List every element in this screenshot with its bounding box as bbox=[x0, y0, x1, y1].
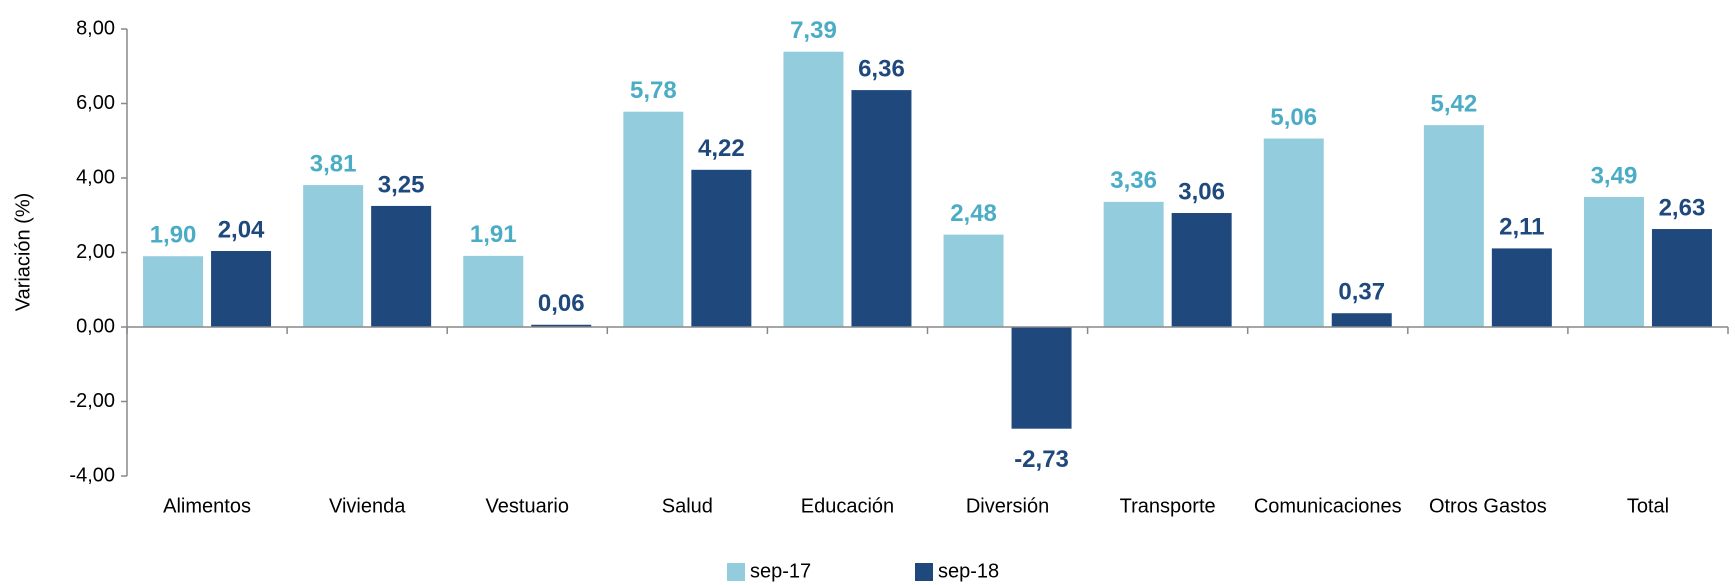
y-tick-label: 8,00 bbox=[76, 17, 115, 39]
x-tick-label: Vestuario bbox=[486, 495, 569, 517]
y-tick-label: 6,00 bbox=[76, 92, 115, 114]
bar bbox=[783, 51, 844, 327]
value-label: 3,36 bbox=[1110, 167, 1157, 194]
legend-label: sep-17 bbox=[750, 560, 811, 582]
bar bbox=[1103, 201, 1164, 327]
y-tick-label: -4,00 bbox=[69, 464, 115, 486]
bar bbox=[463, 255, 524, 327]
value-label: 1,90 bbox=[150, 222, 197, 249]
value-label: 0,37 bbox=[1338, 279, 1385, 306]
bar bbox=[1583, 196, 1644, 327]
legend-label: sep-18 bbox=[938, 560, 999, 582]
x-tick-label: Comunicaciones bbox=[1254, 495, 1402, 517]
value-label: 2,11 bbox=[1499, 214, 1544, 241]
value-label: 2,48 bbox=[950, 200, 997, 227]
value-label: 5,06 bbox=[1270, 104, 1317, 131]
x-tick-label: Otros Gastos bbox=[1429, 495, 1547, 517]
legend-swatch bbox=[727, 563, 745, 581]
bar bbox=[943, 234, 1004, 327]
value-label: 7,39 bbox=[790, 17, 837, 44]
value-label: 6,36 bbox=[858, 55, 905, 82]
bar bbox=[531, 324, 592, 327]
x-tick-label: Diversión bbox=[966, 495, 1049, 517]
value-label: 1,91 bbox=[470, 221, 517, 248]
value-label: 5,42 bbox=[1430, 90, 1477, 117]
bar bbox=[1651, 229, 1712, 327]
y-tick-label: -2,00 bbox=[69, 390, 115, 412]
y-tick-label: 2,00 bbox=[76, 241, 115, 263]
x-tick-label: Educación bbox=[801, 495, 894, 517]
bar bbox=[1263, 138, 1324, 327]
bar bbox=[1331, 313, 1392, 327]
y-tick-label: 0,00 bbox=[76, 315, 115, 337]
value-label: 3,06 bbox=[1178, 178, 1225, 205]
x-tick-label: Total bbox=[1627, 495, 1669, 517]
x-tick-label: Vivienda bbox=[329, 495, 406, 517]
value-label: 2,63 bbox=[1659, 194, 1706, 221]
y-tick-label: 4,00 bbox=[76, 166, 115, 188]
value-label: 4,22 bbox=[698, 135, 745, 162]
bar bbox=[1011, 327, 1072, 429]
bar bbox=[371, 205, 432, 327]
bar bbox=[303, 185, 364, 327]
bar bbox=[691, 169, 752, 327]
value-label: 5,78 bbox=[630, 77, 677, 104]
value-label: 3,25 bbox=[378, 171, 425, 198]
y-axis-title: Variación (%) bbox=[12, 193, 34, 312]
x-tick-label: Alimentos bbox=[163, 495, 251, 517]
bar bbox=[143, 256, 204, 327]
value-label: 3,49 bbox=[1591, 162, 1638, 189]
value-label: 3,81 bbox=[310, 150, 357, 177]
bar bbox=[211, 251, 272, 327]
legend-swatch bbox=[915, 563, 933, 581]
x-tick-label: Transporte bbox=[1120, 495, 1216, 517]
bar bbox=[1171, 213, 1232, 327]
value-label: -2,73 bbox=[1014, 446, 1069, 473]
bar bbox=[623, 111, 684, 327]
bar bbox=[1491, 248, 1552, 327]
value-label: 2,04 bbox=[218, 216, 265, 243]
bar bbox=[851, 90, 912, 327]
x-tick-label: Salud bbox=[662, 495, 713, 517]
bar bbox=[1423, 125, 1484, 327]
value-label: 0,06 bbox=[538, 290, 585, 317]
